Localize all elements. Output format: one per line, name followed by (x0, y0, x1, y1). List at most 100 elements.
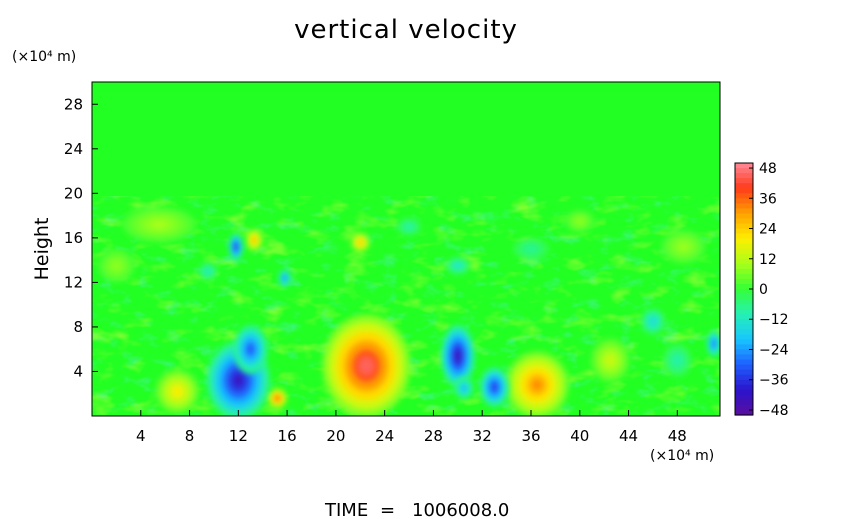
colorbar-segment (735, 324, 753, 330)
heatmap-feature (278, 269, 291, 287)
colorbar-segment (735, 168, 753, 174)
colorbar-segment (735, 409, 753, 416)
colorbar-segment (735, 273, 753, 280)
colorbar-segment (735, 364, 753, 371)
colorbar-segment (735, 299, 753, 305)
colorbar-segment (735, 334, 753, 340)
heatmap-feature (155, 369, 200, 414)
x-tick-label: 4 (136, 427, 146, 445)
y-axis-label: Height (31, 218, 53, 281)
colorbar-segment (735, 294, 753, 300)
colorbar-segment (735, 233, 753, 240)
colorbar-segment (735, 258, 753, 265)
colorbar-segment (735, 349, 753, 356)
colorbar-tick-label: 48 (759, 161, 777, 177)
colorbar-segment (735, 329, 753, 335)
x-tick-label: 44 (619, 427, 638, 445)
colorbar-segment (735, 238, 753, 245)
x-tick-label: 48 (668, 427, 687, 445)
colorbar-segment (735, 248, 753, 255)
colorbar: 48 36 24 12 0 −12 −24 −36 −48 (734, 161, 789, 419)
heatmap-feature (98, 249, 135, 283)
colorbar-segment (735, 354, 753, 361)
colorbar-segment (735, 278, 753, 285)
colorbar-segment (735, 213, 753, 220)
colorbar-segment (735, 268, 753, 275)
colorbar-tick-label: −48 (759, 403, 789, 419)
colorbar-segment (735, 283, 753, 290)
y-tick-label: 24 (64, 140, 83, 158)
colorbar-tick-label: 36 (759, 191, 777, 207)
heatmap-feature (198, 262, 218, 281)
colorbar-segment (735, 369, 753, 376)
colorbar-segment (735, 394, 753, 401)
heatmap-plot (92, 82, 720, 416)
time-label: TIME (324, 500, 368, 519)
colorbar-segment (735, 344, 753, 351)
colorbar-segment (735, 173, 753, 179)
x-tick-label: 8 (185, 427, 195, 445)
colorbar-segment (735, 193, 753, 199)
colorbar-tick-label: 0 (759, 282, 768, 298)
colorbar-segment (735, 319, 753, 325)
x-tick-label: 16 (278, 427, 297, 445)
colorbar-segment (735, 379, 753, 386)
x-tick-label: 12 (229, 427, 248, 445)
heatmap-feature (640, 308, 666, 335)
colorbar-segment (735, 404, 753, 411)
heatmap-feature (245, 228, 263, 252)
colorbar-segment (735, 223, 753, 230)
x-tick-label: 40 (570, 427, 589, 445)
colorbar-segment (735, 208, 753, 214)
chart-title: vertical velocity (294, 15, 518, 45)
x-tick-label: 20 (326, 427, 345, 445)
x-tick-label: 32 (473, 427, 492, 445)
heatmap-feature (228, 233, 244, 261)
colorbar-segment (735, 183, 753, 189)
colorbar-segment (735, 374, 753, 381)
heatmap-feature (233, 324, 268, 374)
colorbar-tick-label: 12 (759, 252, 777, 268)
heatmap-feature (706, 330, 720, 357)
y-tick-label: 28 (64, 95, 83, 113)
heatmap-feature (565, 210, 595, 233)
heatmap-feature (350, 232, 371, 253)
y-tick-label: 4 (73, 362, 83, 380)
time-value: 1006008.0 (412, 500, 509, 519)
heatmap-feature (267, 388, 288, 409)
heatmap-feature (454, 377, 474, 400)
heatmap-feature (661, 230, 706, 264)
x-tick-label: 28 (424, 427, 443, 445)
heatmap-feature (512, 237, 550, 261)
heatmap-feature (396, 217, 422, 236)
heatmap-feature (479, 367, 510, 408)
colorbar-segment (735, 263, 753, 270)
colorbar-tick-label: −12 (759, 312, 789, 328)
colorbar-segment (735, 289, 753, 295)
colorbar-segment (735, 314, 753, 320)
heatmap-feature (662, 343, 692, 378)
y-tick-label: 8 (73, 318, 83, 336)
plot-frame (91, 81, 721, 417)
colorbar-segment (735, 389, 753, 396)
heatmap-feature (505, 351, 569, 416)
colorbar-segment (735, 399, 753, 406)
x-unit-label: (×10⁴ m) (650, 448, 714, 464)
colorbar-segment (735, 309, 753, 315)
time-equals: = (380, 500, 395, 519)
heatmap-feature (590, 338, 630, 383)
y-tick-label: 12 (64, 273, 83, 291)
colorbar-segment (735, 178, 753, 184)
colorbar-segment (735, 198, 753, 204)
colorbar-segment (735, 188, 753, 194)
colorbar-tick-label: −36 (759, 373, 789, 389)
x-tick-label: 24 (375, 427, 394, 445)
x-tick-label: 36 (521, 427, 540, 445)
colorbar-segment (735, 163, 753, 169)
y-unit-label: (×10⁴ m) (12, 49, 76, 65)
colorbar-segment (735, 253, 753, 260)
heatmap-feature (122, 206, 196, 243)
colorbar-tick-label: −24 (759, 342, 789, 358)
colorbar-segment (735, 203, 753, 209)
